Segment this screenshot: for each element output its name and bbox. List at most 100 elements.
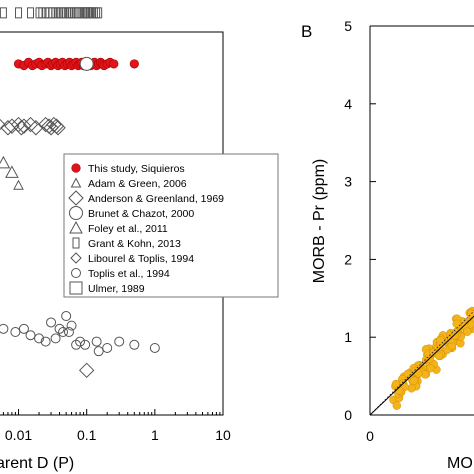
panel-b-point	[392, 401, 401, 410]
panel-a-point-4	[5, 165, 19, 178]
panel-a-point-2	[68, 7, 76, 19]
panel-a-point-6	[54, 323, 65, 334]
legend-label-5: Grant & Kohn, 2013	[88, 238, 181, 250]
panel-a-point-2	[15, 7, 23, 19]
panel-a-x-axis-title: arent D (P)	[0, 455, 74, 472]
panel-a-point-2	[95, 7, 103, 19]
panel-a-point-3	[43, 120, 59, 136]
panel-a-point-2	[38, 7, 46, 19]
panel-a-point-3	[50, 120, 66, 136]
panel-a-point-0	[129, 59, 139, 69]
panel-a-point-3	[13, 120, 30, 136]
panel-a-point-6	[10, 327, 21, 338]
legend-label-6: Libourel & Toplis, 1994	[88, 253, 194, 265]
panel-a-point-6	[61, 311, 72, 322]
panel-a-point-6	[102, 342, 113, 353]
panel-b-point	[452, 319, 461, 329]
panel-a-point-0	[109, 59, 119, 69]
panel-a-point-6	[91, 336, 102, 347]
panel-b-point	[426, 363, 435, 373]
panel-a-point-6	[34, 333, 45, 344]
panel-b-point	[407, 384, 416, 393]
panel-b-x-axis-title: MOR	[447, 455, 474, 472]
legend-label-2: Anderson & Greenland, 1969	[88, 193, 224, 205]
legend-label-1: Adam & Green, 2006	[88, 178, 187, 190]
panel-a-x-ticks	[2, 409, 224, 415]
legend-marker-7	[71, 268, 81, 278]
panel-b-point	[414, 369, 423, 378]
panel-b-y-tick-label-4: 4	[344, 96, 352, 112]
panel-b-y-tick-label-5: 5	[344, 18, 352, 34]
panel-a-point-6	[63, 327, 74, 338]
panel-b-point	[463, 327, 472, 336]
legend: This study, Siquieros Adam & Green, 2006 A…	[63, 153, 279, 298]
panel-a-point-6	[50, 333, 61, 344]
panel-a-point-1	[79, 56, 94, 71]
panel-a-point-3	[4, 118, 20, 134]
panel-a-point-6	[80, 339, 91, 350]
panel-a-x-tick-label-2: 1	[151, 427, 159, 443]
legend-marker-5	[72, 237, 80, 249]
panel-a-point-2	[0, 7, 7, 19]
panel-a-points	[0, 7, 160, 379]
panel-a-point-3	[16, 118, 32, 134]
panel-a-point-3	[22, 116, 39, 133]
panel-b-points	[389, 306, 474, 410]
legend-box	[63, 153, 279, 298]
panel-a-point-3	[0, 118, 6, 131]
panel-a-point-6	[0, 323, 9, 334]
panel-a-point-6	[71, 339, 82, 350]
panel-a-point-3	[78, 362, 95, 379]
panel-a-point-2	[93, 7, 101, 19]
panel-a-point-6	[75, 336, 86, 347]
legend-label-0: This study, Siquieros	[88, 163, 185, 175]
panel-b-y-tick-label-0: 0	[344, 407, 352, 423]
panel-a-point-6	[40, 336, 51, 347]
legend-marker-8	[69, 281, 83, 295]
panel-b-point	[403, 369, 413, 379]
panel-b-fit-line	[369, 315, 474, 416]
panel-a-point-6	[149, 342, 160, 353]
panel-b-y-tick-label-2: 2	[344, 251, 352, 267]
panel-b-point	[467, 309, 474, 318]
panel-b-point	[436, 336, 445, 345]
panel-b: B 0 1 2 3 4 5 MORB - Pr (ppm) 0 MOR	[301, 18, 474, 472]
legend-label-8: Ulmer, 1989	[88, 283, 145, 295]
panel-a-point-6	[66, 320, 77, 331]
legend-label-3: Brunet & Chazot, 2000	[88, 208, 194, 220]
panel-a-point-3	[46, 116, 62, 133]
legend-marker-0	[71, 163, 81, 173]
panel-b-y-tick-label-1: 1	[344, 329, 352, 345]
panel-a-point-6	[114, 336, 125, 347]
legend-items: This study, Siquieros Adam & Green, 2006 A…	[68, 163, 224, 295]
panel-a-x-tick-label-0: 0.01	[5, 427, 32, 443]
panel-a-point-6	[93, 346, 104, 357]
panel-b-y-tick-label-3: 3	[344, 174, 352, 190]
panel-a-point-4	[0, 155, 11, 169]
panel-a-point-6	[18, 323, 29, 334]
panel-a-point-6	[25, 330, 36, 341]
legend-marker-3	[69, 206, 83, 220]
panel-b-x-tick-label-0: 0	[366, 428, 374, 444]
panel-a-x-tick-labels: 0.01 0.1 1 10	[5, 427, 231, 443]
panel-a-point-3	[28, 120, 44, 136]
legend-marker-4	[69, 220, 83, 234]
panel-a-point-5	[13, 179, 24, 190]
panel-b-label: B	[301, 22, 312, 41]
legend-marker-6	[70, 252, 82, 264]
panel-a-point-6	[46, 317, 57, 328]
panel-a-point-2	[72, 7, 80, 19]
legend-label-4: Foley et al., 2011	[88, 223, 168, 235]
panel-b-y-axis-title: MORB - Pr (ppm)	[311, 159, 328, 283]
panel-a: This study, Siquieros Adam & Green, 2006 A…	[0, 7, 279, 472]
panel-b-one-to-one-line	[369, 310, 474, 416]
panel-a-point-3	[37, 116, 54, 133]
panel-a-x-tick-label-1: 0.1	[77, 427, 97, 443]
panel-b-point	[409, 376, 418, 385]
panel-b-y-ticks: 0 1 2 3 4 5	[344, 18, 376, 423]
panel-a-point-2	[70, 7, 78, 19]
panel-a-point-2	[66, 7, 74, 19]
panel-b-point	[434, 351, 444, 361]
panel-a-x-tick-label-3: 10	[215, 427, 231, 443]
